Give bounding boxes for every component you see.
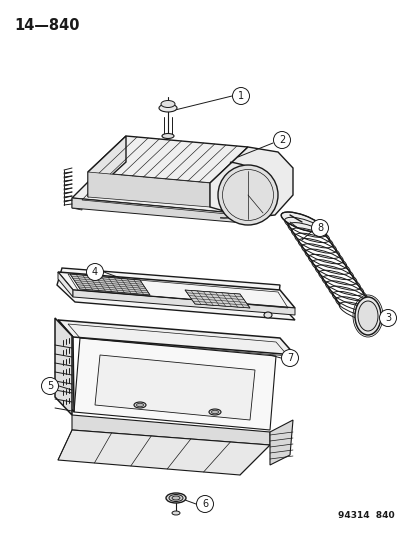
Text: 1: 1 (237, 91, 244, 101)
Text: 4: 4 (92, 267, 98, 277)
Polygon shape (58, 272, 294, 308)
Polygon shape (72, 162, 289, 215)
Ellipse shape (280, 212, 322, 232)
Ellipse shape (171, 496, 180, 500)
Ellipse shape (159, 104, 177, 112)
Polygon shape (58, 320, 294, 355)
Polygon shape (88, 136, 247, 183)
Ellipse shape (169, 495, 183, 502)
Ellipse shape (134, 402, 146, 408)
Text: 14—840: 14—840 (14, 18, 79, 33)
Polygon shape (58, 272, 73, 297)
Polygon shape (58, 430, 269, 475)
Circle shape (281, 350, 298, 367)
Polygon shape (58, 320, 74, 412)
Polygon shape (95, 355, 254, 420)
Circle shape (311, 220, 328, 237)
Polygon shape (73, 290, 294, 315)
Ellipse shape (171, 511, 180, 515)
Polygon shape (185, 290, 249, 308)
Ellipse shape (166, 493, 185, 503)
Text: 3: 3 (384, 313, 390, 323)
Text: 6: 6 (202, 499, 208, 509)
Ellipse shape (211, 410, 218, 414)
Circle shape (379, 310, 396, 327)
Polygon shape (70, 274, 150, 295)
Polygon shape (72, 415, 269, 445)
Circle shape (273, 132, 290, 149)
Polygon shape (88, 172, 209, 207)
Ellipse shape (354, 297, 380, 335)
Polygon shape (209, 147, 292, 218)
Ellipse shape (357, 301, 377, 331)
Circle shape (86, 263, 103, 280)
Text: 94314  840: 94314 840 (337, 511, 394, 520)
Polygon shape (72, 198, 82, 210)
Polygon shape (74, 338, 275, 430)
Text: 5: 5 (47, 381, 53, 391)
Polygon shape (269, 420, 292, 465)
Ellipse shape (136, 403, 143, 407)
Polygon shape (57, 268, 294, 320)
Polygon shape (55, 318, 72, 415)
Ellipse shape (263, 312, 271, 318)
Ellipse shape (161, 101, 175, 108)
Text: 8: 8 (316, 223, 322, 233)
Polygon shape (88, 136, 126, 197)
Ellipse shape (161, 133, 173, 139)
Circle shape (196, 496, 213, 513)
Circle shape (232, 87, 249, 104)
Circle shape (41, 377, 58, 394)
Text: 2: 2 (278, 135, 285, 145)
Circle shape (218, 165, 277, 225)
Text: 7: 7 (286, 353, 292, 363)
Ellipse shape (209, 409, 221, 415)
Polygon shape (72, 198, 254, 224)
